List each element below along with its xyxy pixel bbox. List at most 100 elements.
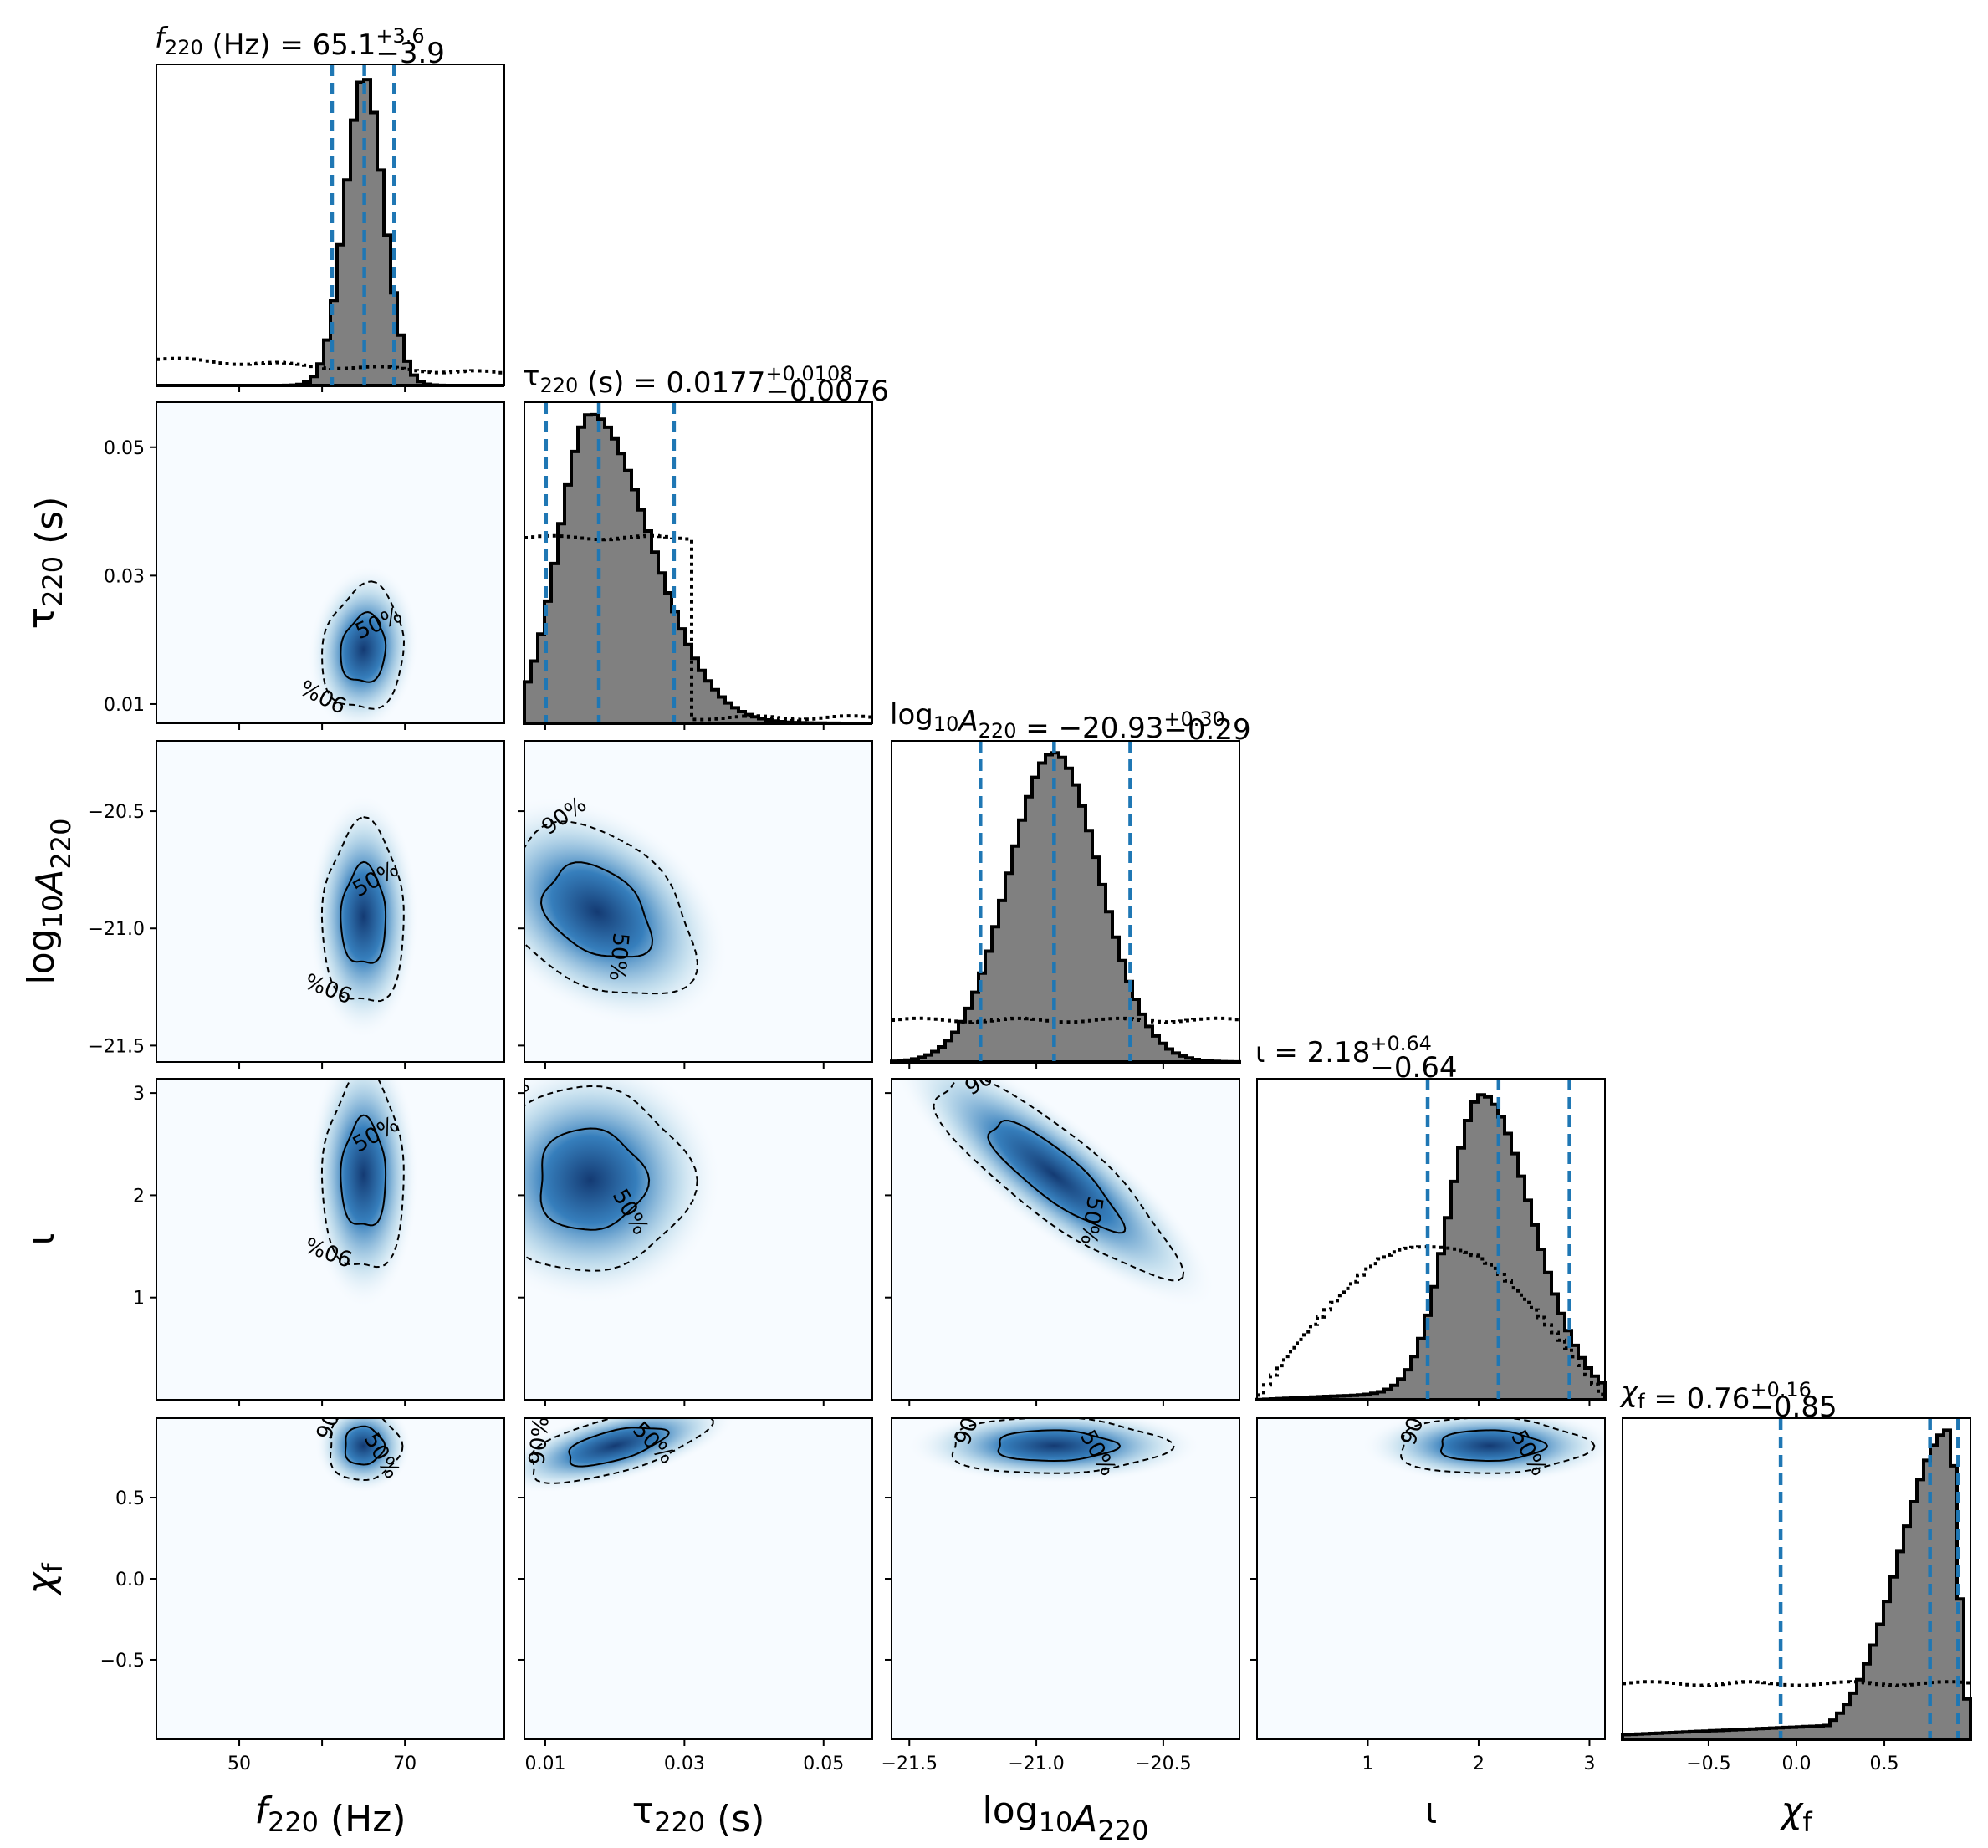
posterior-histogram bbox=[523, 412, 872, 725]
contour-50 bbox=[539, 1127, 651, 1231]
x-axis-label: ι bbox=[1425, 1789, 1438, 1832]
text-layer: f220 (Hz) = 65.1+3.6−3.9 τ220 (s) = 0.017… bbox=[20, 22, 1899, 1846]
x-tick-label: 0.5 bbox=[1870, 1754, 1899, 1774]
density-blob bbox=[1361, 1418, 1605, 1483]
density-blob bbox=[308, 1079, 419, 1309]
posterior-histogram bbox=[1621, 1428, 1972, 1741]
x-tick-label: 3 bbox=[1583, 1754, 1595, 1774]
prior-histogram bbox=[1623, 1680, 1970, 1687]
contour-90 bbox=[933, 1079, 1185, 1282]
x-axis-label: log10A220 bbox=[983, 1789, 1149, 1846]
y-tick-label: −21.5 bbox=[89, 1036, 145, 1057]
density-blob bbox=[308, 565, 419, 723]
density-panel bbox=[524, 1079, 872, 1400]
x-tick-label: 0.05 bbox=[803, 1754, 844, 1774]
contour-90 bbox=[330, 1418, 404, 1482]
x-tick-label: 0.03 bbox=[664, 1754, 705, 1774]
panel-title: χf = 0.76+0.16 bbox=[1619, 1376, 1812, 1416]
contour-50 bbox=[987, 1119, 1127, 1234]
density-blob bbox=[907, 1418, 1202, 1483]
x-tick-label: −21.0 bbox=[1008, 1754, 1064, 1774]
x-tick-label: 1 bbox=[1362, 1754, 1373, 1774]
density-blob bbox=[892, 1079, 1217, 1309]
contour-50 bbox=[340, 1114, 387, 1227]
contour-50 bbox=[340, 610, 387, 683]
contour-label-90: 90% bbox=[524, 1416, 554, 1466]
prior-histogram bbox=[892, 1016, 1239, 1024]
contour-50 bbox=[344, 1425, 386, 1466]
y-axis-label: log10A220 bbox=[20, 819, 77, 985]
x-tick-label: −0.5 bbox=[1686, 1754, 1730, 1774]
panel-title: ι = 2.18+0.64 bbox=[1255, 1032, 1432, 1069]
posterior-histogram bbox=[1255, 1093, 1607, 1401]
panel-frame bbox=[891, 1078, 1240, 1401]
density-panel bbox=[892, 1079, 1239, 1400]
contour-50 bbox=[568, 1427, 670, 1468]
y-axis-label: χf bbox=[20, 1563, 69, 1596]
panel-frame bbox=[1256, 1078, 1606, 1401]
y-tick-label: −20.5 bbox=[89, 802, 145, 823]
contour-90 bbox=[321, 580, 406, 710]
x-tick-label: 2 bbox=[1473, 1754, 1485, 1774]
panel-title: τ220 (s) = 0.0177+0.0108 bbox=[523, 360, 853, 400]
density-panel bbox=[524, 1418, 872, 1739]
panel-title: log10A220 = −20.93+0.30 bbox=[890, 698, 1225, 745]
y-tick-label: 0.01 bbox=[104, 695, 145, 716]
contour-50 bbox=[340, 860, 387, 964]
density-panel bbox=[524, 741, 872, 1062]
panel-frame bbox=[156, 1078, 505, 1401]
x-tick-label: 0.0 bbox=[1782, 1754, 1812, 1774]
density-panel bbox=[156, 1418, 504, 1739]
contour-50 bbox=[997, 1429, 1122, 1463]
panel-title-minus: −0.64 bbox=[1370, 1051, 1457, 1085]
contour-90 bbox=[524, 1085, 698, 1272]
y-tick-label: −21.0 bbox=[89, 919, 145, 940]
density-panel bbox=[156, 402, 504, 723]
x-axis-label: f220 (Hz) bbox=[254, 1789, 406, 1840]
y-axis-label: τ220 (s) bbox=[20, 497, 71, 630]
contour-90 bbox=[320, 816, 405, 1003]
density-panel bbox=[156, 741, 504, 1062]
contour-90 bbox=[1400, 1418, 1596, 1474]
contour-90 bbox=[530, 1418, 714, 1484]
panel-frame bbox=[156, 64, 505, 386]
panel-frame bbox=[524, 1078, 873, 1401]
density-blob bbox=[524, 1079, 722, 1304]
posterior-histogram bbox=[890, 751, 1241, 1064]
y-tick-label: 0.05 bbox=[104, 438, 145, 459]
prior-histogram bbox=[1257, 1245, 1605, 1397]
contour-label-50: 50% bbox=[604, 932, 633, 982]
panel-title-minus: −0.0076 bbox=[765, 375, 888, 408]
x-axis-label: τ220 (s) bbox=[632, 1789, 765, 1840]
y-tick-label: 0.5 bbox=[115, 1488, 145, 1509]
contour-50 bbox=[539, 861, 654, 958]
density-layer bbox=[156, 402, 1605, 1739]
y-tick-label: 0.03 bbox=[104, 566, 145, 587]
panel-frame bbox=[891, 740, 1240, 1063]
y-tick-label: 0.0 bbox=[115, 1570, 145, 1590]
y-tick-label: 3 bbox=[133, 1084, 145, 1105]
density-blob bbox=[308, 794, 419, 1039]
panel-title: f220 (Hz) = 65.1+3.6 bbox=[155, 22, 425, 62]
contour-90 bbox=[951, 1418, 1175, 1474]
panel-title-minus: −0.29 bbox=[1163, 713, 1250, 747]
x-tick-label: −21.5 bbox=[882, 1754, 938, 1774]
density-blob bbox=[524, 1418, 736, 1493]
y-axis-label: ι bbox=[20, 1233, 63, 1246]
density-blob bbox=[524, 796, 729, 1028]
contour-50 bbox=[1439, 1429, 1548, 1463]
x-tick-label: 50 bbox=[227, 1754, 251, 1774]
density-panel bbox=[1257, 1418, 1605, 1739]
y-tick-label: −0.5 bbox=[100, 1651, 145, 1672]
prior-histogram bbox=[156, 356, 504, 375]
contour-90 bbox=[320, 1079, 405, 1269]
histogram-layer bbox=[156, 64, 1972, 1741]
panel-frame bbox=[156, 740, 505, 1063]
y-tick-label: 2 bbox=[133, 1186, 145, 1207]
panel-title-minus: −0.85 bbox=[1750, 1391, 1837, 1424]
density-panel bbox=[892, 1418, 1239, 1739]
density-panel bbox=[156, 1079, 504, 1400]
panel-frame bbox=[156, 401, 505, 724]
frame-layer bbox=[150, 64, 1971, 1746]
